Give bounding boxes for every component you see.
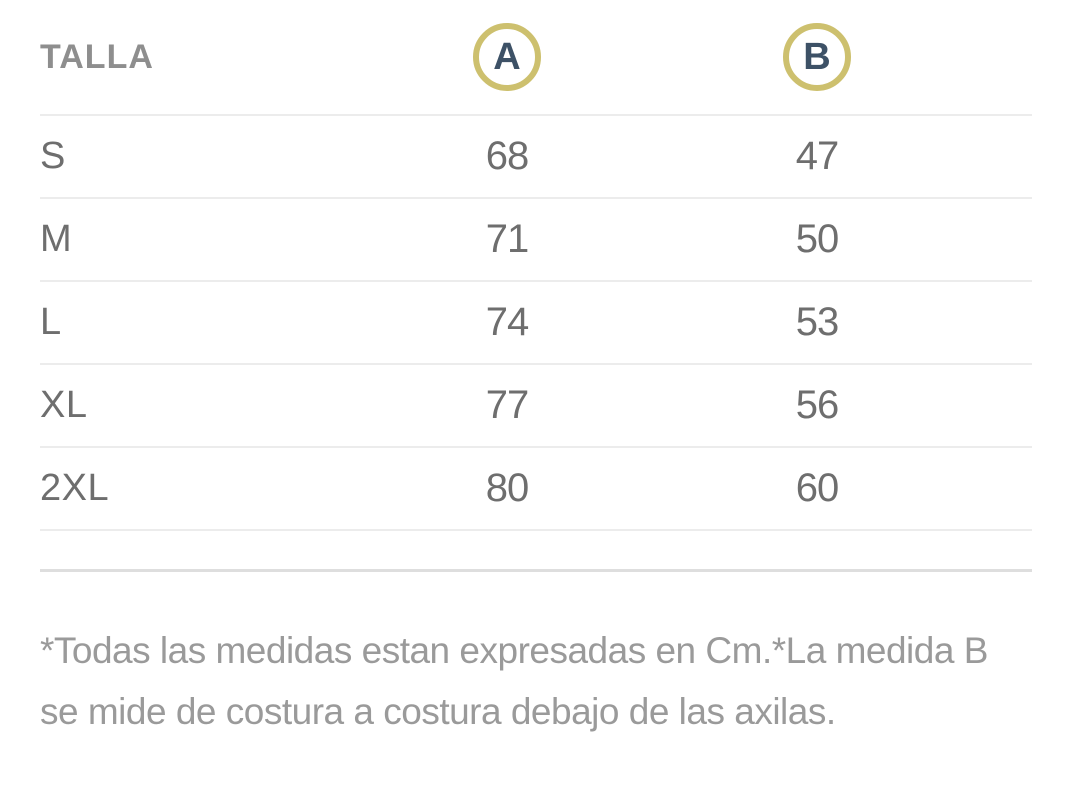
size-cell: M [40,218,73,260]
table-row: L 74 53 [40,282,1032,365]
table-row: XL 77 56 [40,365,1032,448]
measure-b-badge: B [783,23,851,91]
note-line-2: se mide de costura a costura debajo de l… [40,691,836,732]
table-header-row: TALLA A B [40,0,1032,116]
measure-a-cell: 71 [485,217,530,261]
measurement-note: *Todas las medidas estan expresadas en C… [40,620,1032,742]
size-cell: 2XL [40,467,110,509]
measure-b-label: B [803,35,831,78]
column-header-b: B [662,23,972,91]
measure-a-badge: A [473,23,541,91]
size-chart-table: TALLA A B S 68 47 M 71 50 L 74 53 [40,0,1032,572]
measure-a-cell: 68 [485,134,530,178]
table-row: M 71 50 [40,199,1032,282]
measure-b-cell: 56 [795,383,840,427]
measure-a-cell: 74 [485,300,530,344]
measure-b-cell: 50 [795,217,840,261]
table-row: 2XL 80 60 [40,448,1032,531]
size-cell: XL [40,384,88,426]
size-cell: S [40,135,66,177]
column-header-a: A [352,23,662,91]
measure-b-cell: 60 [795,466,840,510]
table-bottom-divider [40,531,1032,572]
measure-a-cell: 77 [485,383,530,427]
measure-a-label: A [493,35,521,78]
column-header-talla: TALLA [40,37,154,76]
size-cell: L [40,301,62,343]
measure-a-cell: 80 [485,466,530,510]
measure-b-cell: 47 [795,134,840,178]
table-row: S 68 47 [40,116,1032,199]
measure-b-cell: 53 [795,300,840,344]
note-line-1: *Todas las medidas estan expresadas en C… [40,630,988,671]
